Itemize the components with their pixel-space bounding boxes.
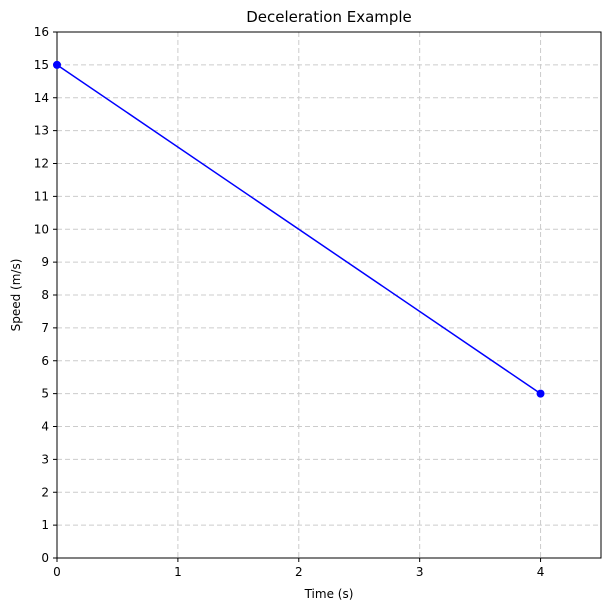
y-tick-label: 14	[34, 91, 49, 105]
y-axis-label: Speed (m/s)	[9, 259, 23, 332]
y-tick-label: 15	[34, 58, 49, 72]
y-tick-label: 3	[41, 452, 49, 466]
series-line	[56, 64, 541, 395]
data-point	[536, 389, 545, 398]
y-tick-label: 13	[34, 124, 49, 138]
y-tick-label: 9	[41, 255, 49, 269]
y-tick-label: 0	[41, 551, 49, 565]
data-point	[53, 60, 61, 69]
y-tick-label: 16	[34, 25, 49, 39]
series-layer	[53, 60, 545, 398]
y-tick-label: 6	[41, 354, 49, 368]
grid-layer	[56, 31, 601, 559]
y-tick-label: 8	[41, 288, 49, 302]
chart-title: Deceleration Example	[246, 8, 412, 26]
x-axis-label: Time (s)	[304, 587, 354, 601]
y-tick-label: 10	[34, 222, 49, 236]
y-tick-label: 4	[41, 420, 49, 434]
y-tick-label: 12	[34, 157, 49, 171]
y-tick-label: 2	[41, 485, 49, 499]
y-tick-label: 1	[41, 518, 49, 532]
x-tick-label: 3	[416, 565, 424, 579]
x-tick-label: 1	[174, 565, 182, 579]
x-tick-label: 0	[53, 565, 61, 579]
y-tick-label: 7	[41, 321, 49, 335]
x-tick-label: 2	[295, 565, 303, 579]
x-tick-label: 4	[537, 565, 545, 579]
y-tick-label: 5	[41, 387, 49, 401]
y-tick-label: 11	[34, 189, 49, 203]
